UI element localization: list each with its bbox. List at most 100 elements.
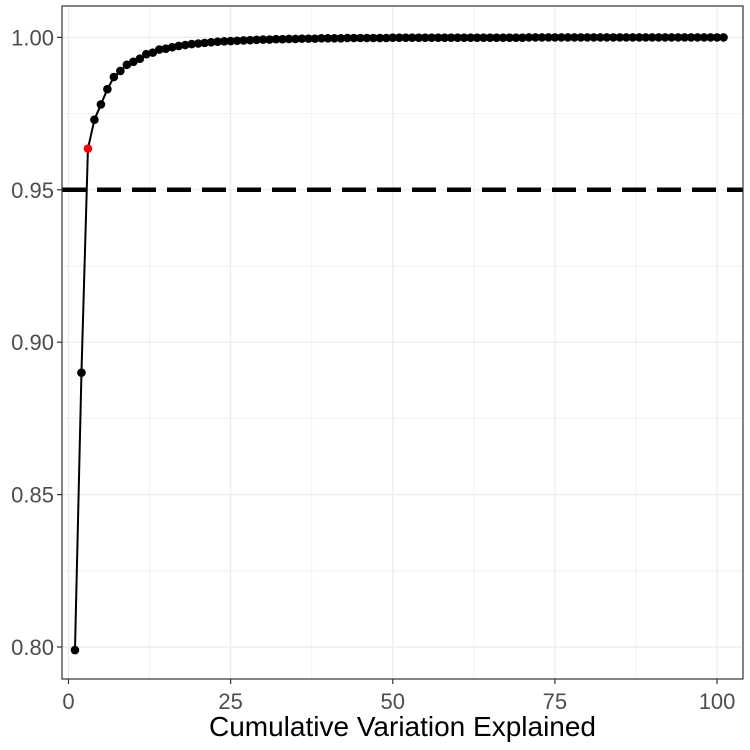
data-point xyxy=(388,33,398,42)
data-point xyxy=(654,33,663,42)
data-point xyxy=(265,35,274,44)
data-point xyxy=(440,33,449,42)
data-point xyxy=(77,368,86,377)
data-point xyxy=(680,33,689,42)
data-point xyxy=(550,33,560,42)
data-point xyxy=(362,33,372,43)
data-point xyxy=(576,33,586,42)
data-point xyxy=(667,33,676,42)
data-point xyxy=(213,37,222,46)
data-point xyxy=(356,33,365,43)
x-tick-label: 100 xyxy=(699,689,736,714)
data-point xyxy=(414,33,424,42)
data-point xyxy=(219,37,229,46)
data-point xyxy=(252,35,261,45)
data-point xyxy=(621,33,631,42)
data-point xyxy=(258,35,268,44)
data-point xyxy=(161,44,171,53)
data-point xyxy=(310,34,320,43)
data-point xyxy=(686,33,696,42)
data-point xyxy=(641,33,651,42)
y-axis-ticks: 0.80 0.85 0.90 0.95 1.00 xyxy=(11,25,62,660)
data-point xyxy=(537,33,547,42)
data-point xyxy=(498,33,508,42)
data-point xyxy=(193,39,203,48)
data-point xyxy=(492,33,501,42)
data-point xyxy=(570,33,579,42)
data-point xyxy=(200,38,209,48)
data-point xyxy=(706,33,715,42)
data-point xyxy=(226,36,235,46)
data-point xyxy=(557,33,566,42)
data-point xyxy=(323,34,333,43)
data-point xyxy=(336,34,346,43)
data-point xyxy=(116,66,125,76)
data-point xyxy=(628,33,638,42)
data-point xyxy=(466,33,475,42)
data-point xyxy=(284,34,294,44)
data-point xyxy=(291,34,300,44)
highlighted-point xyxy=(83,144,93,153)
data-point xyxy=(142,49,151,59)
data-point xyxy=(109,72,119,82)
data-point xyxy=(174,41,184,51)
y-tick-label: 0.95 xyxy=(11,178,54,203)
data-point xyxy=(472,33,482,42)
data-point xyxy=(154,45,164,54)
data-point xyxy=(369,33,378,43)
data-point xyxy=(485,33,495,42)
data-point xyxy=(245,35,255,45)
y-tick-label: 0.80 xyxy=(11,635,54,660)
x-axis-ticks: 0 25 50 75 100 xyxy=(62,679,735,714)
data-point xyxy=(608,33,618,42)
data-point xyxy=(433,33,443,42)
data-point xyxy=(719,33,728,42)
data-point xyxy=(90,115,99,124)
data-point xyxy=(589,33,599,42)
data-point xyxy=(531,33,540,42)
x-axis-title: Cumulative Variation Explained xyxy=(209,711,596,742)
data-point xyxy=(343,33,352,43)
data-point xyxy=(167,42,177,52)
data-point xyxy=(699,33,709,42)
data-point xyxy=(148,48,158,57)
y-tick-label: 0.90 xyxy=(11,330,54,355)
x-tick-label: 75 xyxy=(543,689,567,714)
data-point xyxy=(634,33,644,42)
data-point xyxy=(420,33,430,42)
data-point xyxy=(349,33,359,43)
data-point xyxy=(407,33,417,42)
data-point xyxy=(278,34,287,44)
data-point xyxy=(330,34,339,43)
data-point xyxy=(427,33,436,42)
x-tick-label: 25 xyxy=(218,689,242,714)
data-point xyxy=(239,36,248,45)
data-point xyxy=(596,33,605,42)
data-point xyxy=(660,33,670,42)
data-point xyxy=(563,33,573,42)
data-point xyxy=(122,60,132,70)
series-layer xyxy=(70,33,728,655)
data-point xyxy=(317,34,326,43)
data-point xyxy=(693,33,702,42)
data-point xyxy=(712,33,722,42)
data-point xyxy=(446,33,456,42)
data-point xyxy=(232,36,242,46)
x-tick-label: 0 xyxy=(62,689,74,714)
y-tick-label: 0.85 xyxy=(11,483,54,508)
data-point xyxy=(187,39,197,49)
data-point xyxy=(518,33,527,42)
data-point xyxy=(459,33,469,42)
data-point xyxy=(544,33,553,42)
data-point xyxy=(135,54,145,64)
data-point xyxy=(401,33,411,42)
data-point xyxy=(206,37,216,47)
data-point xyxy=(394,33,404,42)
data-point xyxy=(271,34,281,44)
data-point xyxy=(479,33,488,42)
data-point xyxy=(297,34,307,43)
data-point xyxy=(103,84,112,94)
data-point xyxy=(673,33,683,42)
